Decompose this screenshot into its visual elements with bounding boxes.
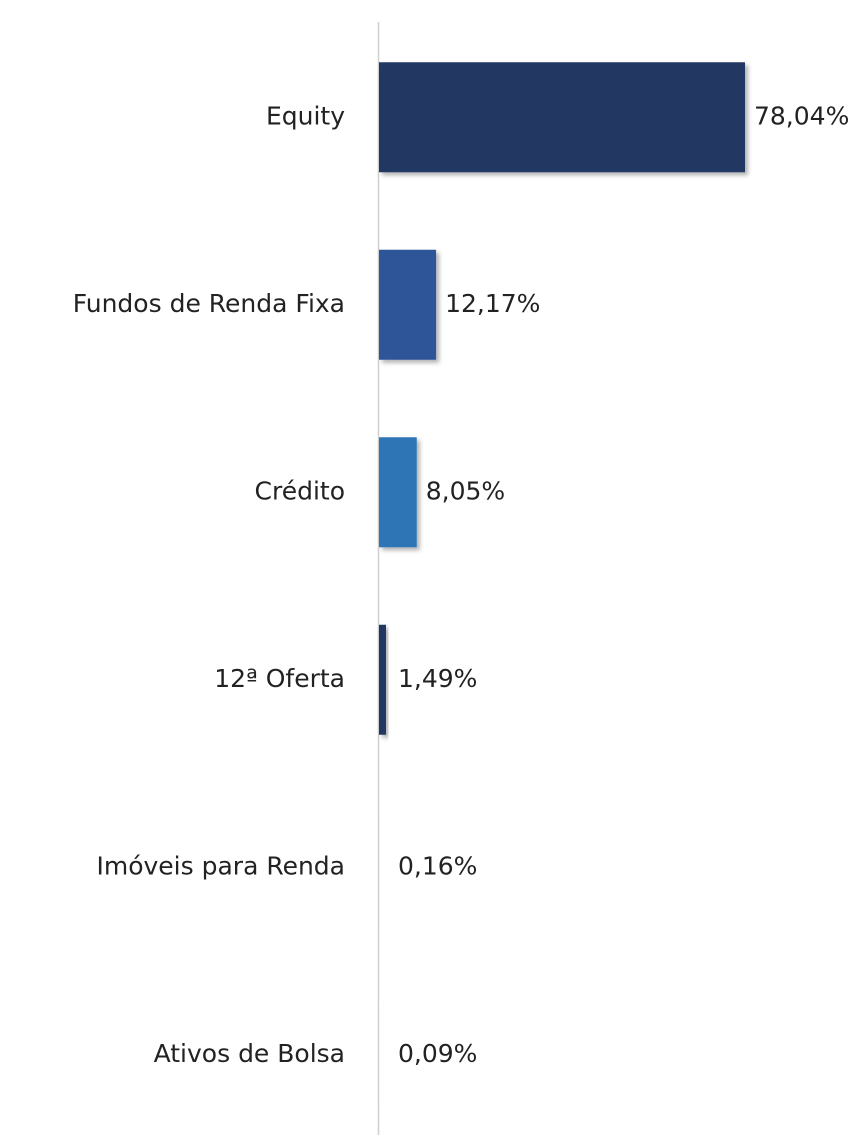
category-label: Crédito — [255, 476, 345, 505]
value-label: 0,16% — [398, 851, 477, 880]
category-label: Fundos de Renda Fixa — [73, 289, 345, 318]
value-label: 78,04% — [754, 101, 849, 130]
value-label: 0,09% — [398, 1039, 477, 1068]
bar — [379, 437, 417, 547]
bar — [379, 250, 436, 360]
bar — [379, 812, 380, 922]
category-label: Equity — [266, 101, 345, 130]
value-label: 12,17% — [445, 289, 540, 318]
category-label: 12ª Oferta — [214, 664, 345, 693]
value-label: 8,05% — [426, 476, 505, 505]
value-label: 1,49% — [398, 664, 477, 693]
category-label: Ativos de Bolsa — [154, 1039, 345, 1068]
bar — [379, 625, 386, 735]
category-label: Imóveis para Renda — [96, 851, 345, 880]
bar — [379, 62, 745, 172]
